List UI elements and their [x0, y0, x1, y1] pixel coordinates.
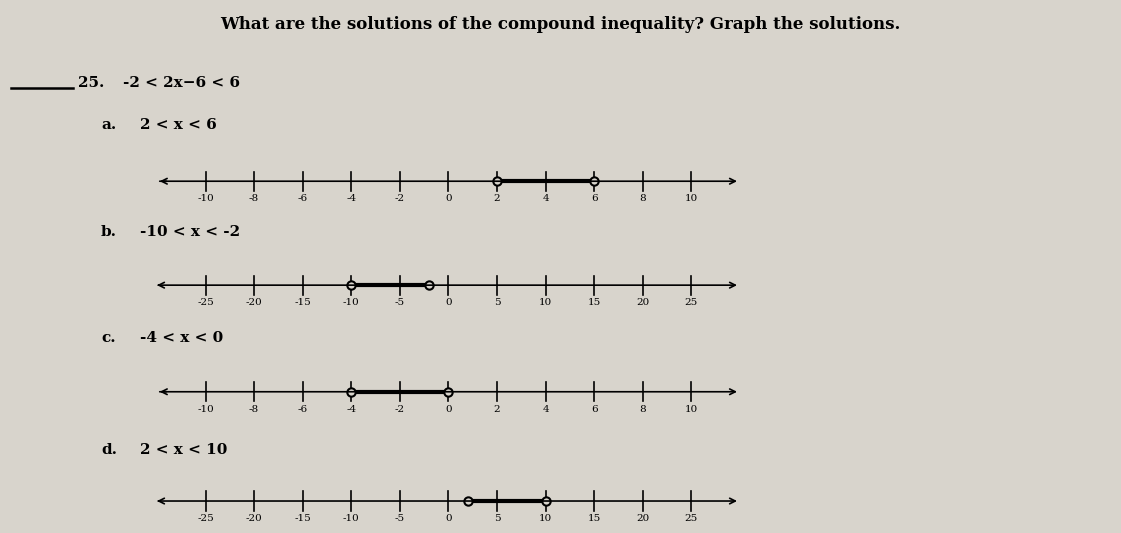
Text: 4: 4 [543, 405, 549, 414]
Text: -20: -20 [245, 514, 262, 523]
Text: -10: -10 [197, 194, 214, 203]
Text: -10: -10 [197, 405, 214, 414]
Text: 6: 6 [591, 405, 597, 414]
Text: -5: -5 [395, 514, 405, 523]
Text: -6: -6 [297, 194, 308, 203]
Text: 2 < x < 10: 2 < x < 10 [140, 443, 228, 457]
Text: 0: 0 [445, 514, 452, 523]
Text: b.: b. [101, 225, 117, 239]
Text: -10 < x < -2: -10 < x < -2 [140, 225, 240, 239]
Text: -2: -2 [395, 194, 405, 203]
Text: 2 < x < 6: 2 < x < 6 [140, 118, 216, 132]
Text: -2: -2 [395, 405, 405, 414]
Text: -8: -8 [249, 405, 259, 414]
Text: 6: 6 [591, 194, 597, 203]
Text: a.: a. [101, 118, 117, 132]
Text: -4: -4 [346, 405, 356, 414]
Text: -10: -10 [343, 298, 360, 307]
Text: 2: 2 [493, 194, 500, 203]
Text: 15: 15 [587, 298, 601, 307]
Text: -5: -5 [395, 298, 405, 307]
Text: -4: -4 [346, 194, 356, 203]
Text: 10: 10 [539, 298, 553, 307]
Text: -25: -25 [197, 298, 214, 307]
Text: 2: 2 [493, 405, 500, 414]
Text: 25: 25 [685, 514, 698, 523]
Text: 20: 20 [636, 514, 649, 523]
Text: c.: c. [101, 332, 115, 345]
Text: d.: d. [101, 443, 117, 457]
Text: -6: -6 [297, 405, 308, 414]
Text: 20: 20 [636, 298, 649, 307]
Text: 0: 0 [445, 298, 452, 307]
Text: 8: 8 [639, 194, 646, 203]
Text: 25.: 25. [78, 76, 105, 90]
Text: -2 < 2x−6 < 6: -2 < 2x−6 < 6 [123, 76, 240, 90]
Text: 10: 10 [685, 405, 698, 414]
Text: -8: -8 [249, 194, 259, 203]
Text: 5: 5 [493, 298, 500, 307]
Text: 4: 4 [543, 194, 549, 203]
Text: -25: -25 [197, 514, 214, 523]
Text: -10: -10 [343, 514, 360, 523]
Text: 8: 8 [639, 405, 646, 414]
Text: 0: 0 [445, 194, 452, 203]
Text: What are the solutions of the compound inequality? Graph the solutions.: What are the solutions of the compound i… [221, 16, 900, 33]
Text: 5: 5 [493, 514, 500, 523]
Text: -15: -15 [295, 298, 311, 307]
Text: 10: 10 [539, 514, 553, 523]
Text: 15: 15 [587, 514, 601, 523]
Text: 0: 0 [445, 405, 452, 414]
Text: -20: -20 [245, 298, 262, 307]
Text: 10: 10 [685, 194, 698, 203]
Text: -4 < x < 0: -4 < x < 0 [140, 332, 223, 345]
Text: 25: 25 [685, 298, 698, 307]
Text: -15: -15 [295, 514, 311, 523]
